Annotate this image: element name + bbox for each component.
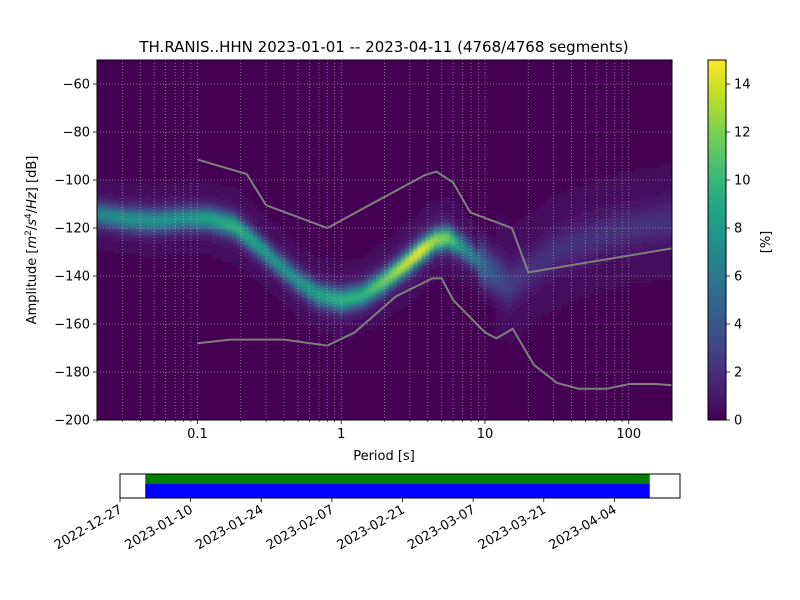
chart-title: TH.RANIS..HHN 2023-01-01 -- 2023-04-11 (…	[138, 38, 628, 56]
x-tick-label: 1	[337, 427, 345, 442]
colorbar-tick-label: 6	[734, 270, 742, 285]
y-tick-label: −140	[54, 270, 90, 285]
x-tick-label: 100	[616, 427, 641, 442]
timeline-tick-label: 2023-02-21	[335, 502, 408, 553]
timeline-tick-label: 2023-03-21	[476, 502, 549, 553]
x-tick-label: 10	[477, 427, 494, 442]
timeline-tick-label: 2023-03-07	[405, 502, 478, 553]
timeline-ticks: 2022-12-272023-01-102023-01-242023-02-07…	[52, 498, 619, 553]
timeline-tick-label: 2022-12-27	[52, 502, 125, 553]
x-tick-label: 0.1	[187, 427, 208, 442]
colorbar-tick-label: 0	[734, 414, 742, 429]
coverage-bar	[145, 484, 650, 498]
coverage-bar	[145, 474, 650, 484]
density-heatmap	[97, 164, 672, 345]
grid-lines	[97, 60, 672, 420]
noise-model-curves	[197, 158, 672, 390]
colorbar	[707, 59, 727, 421]
y-tick-label: −200	[54, 414, 90, 429]
colorbar-tick-label: 14	[734, 78, 751, 93]
y-tick-label: −60	[63, 78, 90, 93]
colorbar-label: [%]	[759, 231, 774, 254]
timeline-tick-label: 2023-01-24	[193, 502, 266, 553]
y-tick-label: −100	[54, 174, 90, 189]
y-axis-label: Amplitude [m2/s4/Hz] [dB]	[24, 156, 40, 325]
noise-model-line-1	[197, 158, 672, 274]
timeline-frame	[119, 473, 681, 499]
x-axis-ticks: 0.1 1 10 100	[96, 420, 673, 442]
y-tick-label: −120	[54, 222, 90, 237]
timeline-tick-label: 2023-01-10	[123, 502, 196, 553]
colorbar-tick-label: 12	[734, 126, 751, 141]
x-axis-label: Period [s]	[353, 449, 415, 464]
colorbar-ticks: 0 2 4 6 8 10 12 14	[726, 78, 751, 429]
data-coverage-bars	[145, 474, 650, 498]
noise-model-line-2	[197, 277, 672, 390]
colorbar-tick-label: 2	[734, 366, 742, 381]
y-tick-label: −80	[63, 126, 90, 141]
timeline-tick-label: 2023-04-04	[546, 502, 619, 553]
y-axis-ticks: −60 −80 −100 −120 −140 −160 −180 −200	[54, 78, 97, 429]
colorbar-tick-label: 10	[734, 174, 751, 189]
y-tick-label: −160	[54, 318, 90, 333]
colorbar-tick-label: 8	[734, 222, 742, 237]
y-tick-label: −180	[54, 366, 90, 381]
timeline-tick-label: 2023-02-07	[264, 502, 337, 553]
colorbar-tick-label: 4	[734, 318, 742, 333]
